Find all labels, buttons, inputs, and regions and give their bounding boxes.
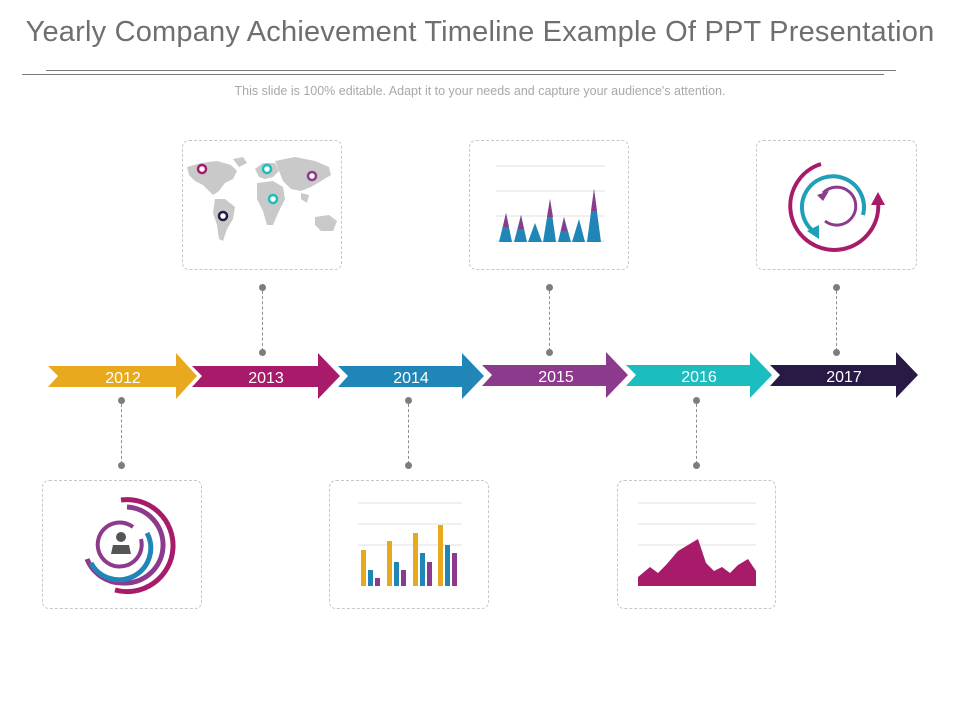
card-2013 <box>182 140 342 270</box>
timeline-arrow-2013: 2013 <box>192 353 340 399</box>
connector-dot-2014-top <box>405 397 412 404</box>
card-2014 <box>329 480 489 609</box>
timeline-arrow-2016: 2016 <box>626 352 772 398</box>
circular-arrows-icon <box>788 162 885 252</box>
card-2016 <box>617 480 776 609</box>
connector-line-2014 <box>408 404 409 464</box>
connector-dot-2017-bottom <box>833 349 840 356</box>
connector-dot-2015-bottom <box>546 349 553 356</box>
year-label-2014: 2014 <box>393 370 429 387</box>
world-map-pins-icon <box>187 157 337 241</box>
timeline-arrow-2015: 2015 <box>482 352 628 398</box>
connector-line-2017 <box>836 291 837 351</box>
connector-dot-2014-bottom <box>405 462 412 469</box>
connector-line-2015 <box>549 291 550 351</box>
year-label-2015: 2015 <box>538 369 574 386</box>
card-2015 <box>469 140 629 270</box>
title-divider-lower <box>22 74 884 75</box>
connector-dot-2016-bottom <box>693 462 700 469</box>
page-title: Yearly Company Achievement Timeline Exam… <box>25 16 935 48</box>
card-2017 <box>756 140 917 270</box>
connector-dot-2016-top <box>693 397 700 404</box>
bar-chart-icon <box>358 502 462 586</box>
connector-dot-2013-top <box>259 284 266 291</box>
connector-dot-2013-bottom <box>259 349 266 356</box>
timeline-arrow-2014: 2014 <box>338 353 484 399</box>
connector-dot-2012-top <box>118 397 125 404</box>
connector-dot-2012-bottom <box>118 462 125 469</box>
title-divider <box>46 70 896 71</box>
connector-line-2012 <box>121 404 122 464</box>
connector-dot-2015-top <box>546 284 553 291</box>
timeline-arrow-2012: 2012 <box>48 353 197 399</box>
timeline-arrow-2017: 2017 <box>770 352 918 398</box>
area-chart-icon <box>638 502 756 586</box>
connector-dot-2017-top <box>833 284 840 291</box>
page-subtitle: This slide is 100% editable. Adapt it to… <box>234 84 726 98</box>
cone-chart-icon <box>496 165 605 242</box>
year-label-2012: 2012 <box>105 370 141 387</box>
card-2012 <box>42 480 202 609</box>
connector-line-2013 <box>262 291 263 351</box>
year-label-2017: 2017 <box>826 369 862 386</box>
connector-line-2016 <box>696 404 697 464</box>
year-label-2016: 2016 <box>681 369 717 386</box>
donut-rings-person-icon <box>84 497 176 595</box>
year-label-2013: 2013 <box>248 370 284 387</box>
